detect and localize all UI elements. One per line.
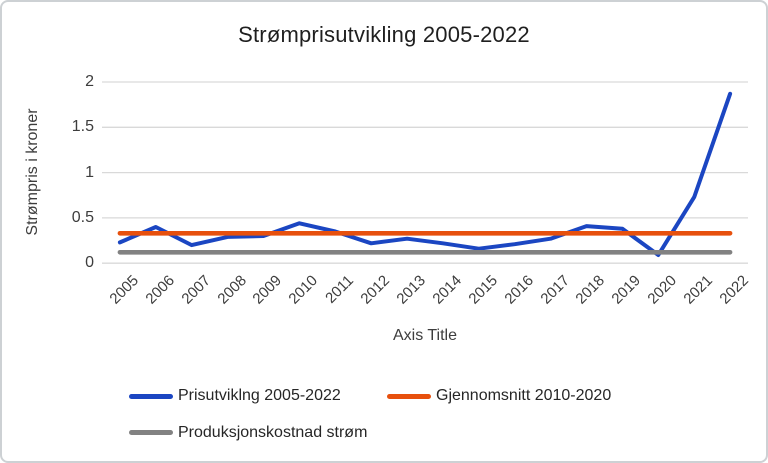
legend-swatch-produksjonskostnad	[129, 430, 173, 435]
legend-label-prisutvikling: Prisutviklng 2005-2022	[178, 387, 341, 404]
x-axis-title: Axis Title	[392, 327, 457, 344]
legend-label-gjennomsnitt: Gjennomsnitt 2010-2020	[436, 387, 612, 404]
legend-swatch-gjennomsnitt	[387, 394, 431, 399]
y-tick-label: 0	[85, 254, 94, 271]
y-tick-label: 0.5	[71, 209, 94, 226]
y-tick-label: 2	[85, 73, 94, 90]
series-line-0	[117, 91, 733, 257]
legend-swatch-prisutvikling	[129, 394, 173, 399]
y-tick-label: 1.5	[71, 118, 94, 135]
chart-title: Strømprisutvikling 2005-2022	[238, 22, 530, 47]
y-axis-title: Strømpris i kroner	[24, 108, 41, 236]
y-tick-label: 1	[85, 164, 94, 181]
legend-label-produksjonskostnad: Produksjonskostnad strøm	[178, 424, 368, 441]
